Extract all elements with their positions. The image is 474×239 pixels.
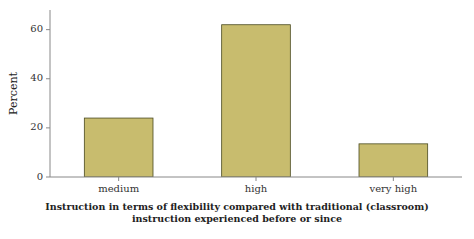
y-tick (46, 177, 50, 178)
y-tick (46, 29, 50, 30)
y-tick-label: 0 (37, 171, 43, 182)
y-tick-label: 40 (30, 72, 43, 83)
bars (84, 25, 427, 177)
y-tick-label: 60 (30, 23, 43, 34)
x-axis-label-line: instruction experienced before or since (132, 213, 342, 224)
y-axis-line (50, 10, 51, 177)
bar (84, 118, 153, 177)
bar (359, 144, 428, 177)
x-axis-label: Instruction in terms of flexibility comp… (45, 201, 428, 224)
y-tick-label: 20 (30, 121, 43, 132)
y-axis-label: Percent (7, 71, 20, 114)
x-axis-label-line: Instruction in terms of flexibility comp… (45, 201, 428, 212)
chart-svg: 0 20 40 60 medium high very high Percent Instruc… (0, 0, 474, 239)
x-tick-label: very high (369, 183, 418, 194)
y-tick (46, 78, 50, 79)
x-tick (393, 177, 394, 181)
x-tick (256, 177, 257, 181)
x-tick (118, 177, 119, 181)
x-tick-label: high (245, 183, 268, 194)
chart-container: 0 20 40 60 medium high very high Percent Instruc… (0, 0, 474, 239)
x-tick-label: medium (98, 183, 139, 194)
y-tick (46, 127, 50, 128)
bar (222, 25, 291, 177)
